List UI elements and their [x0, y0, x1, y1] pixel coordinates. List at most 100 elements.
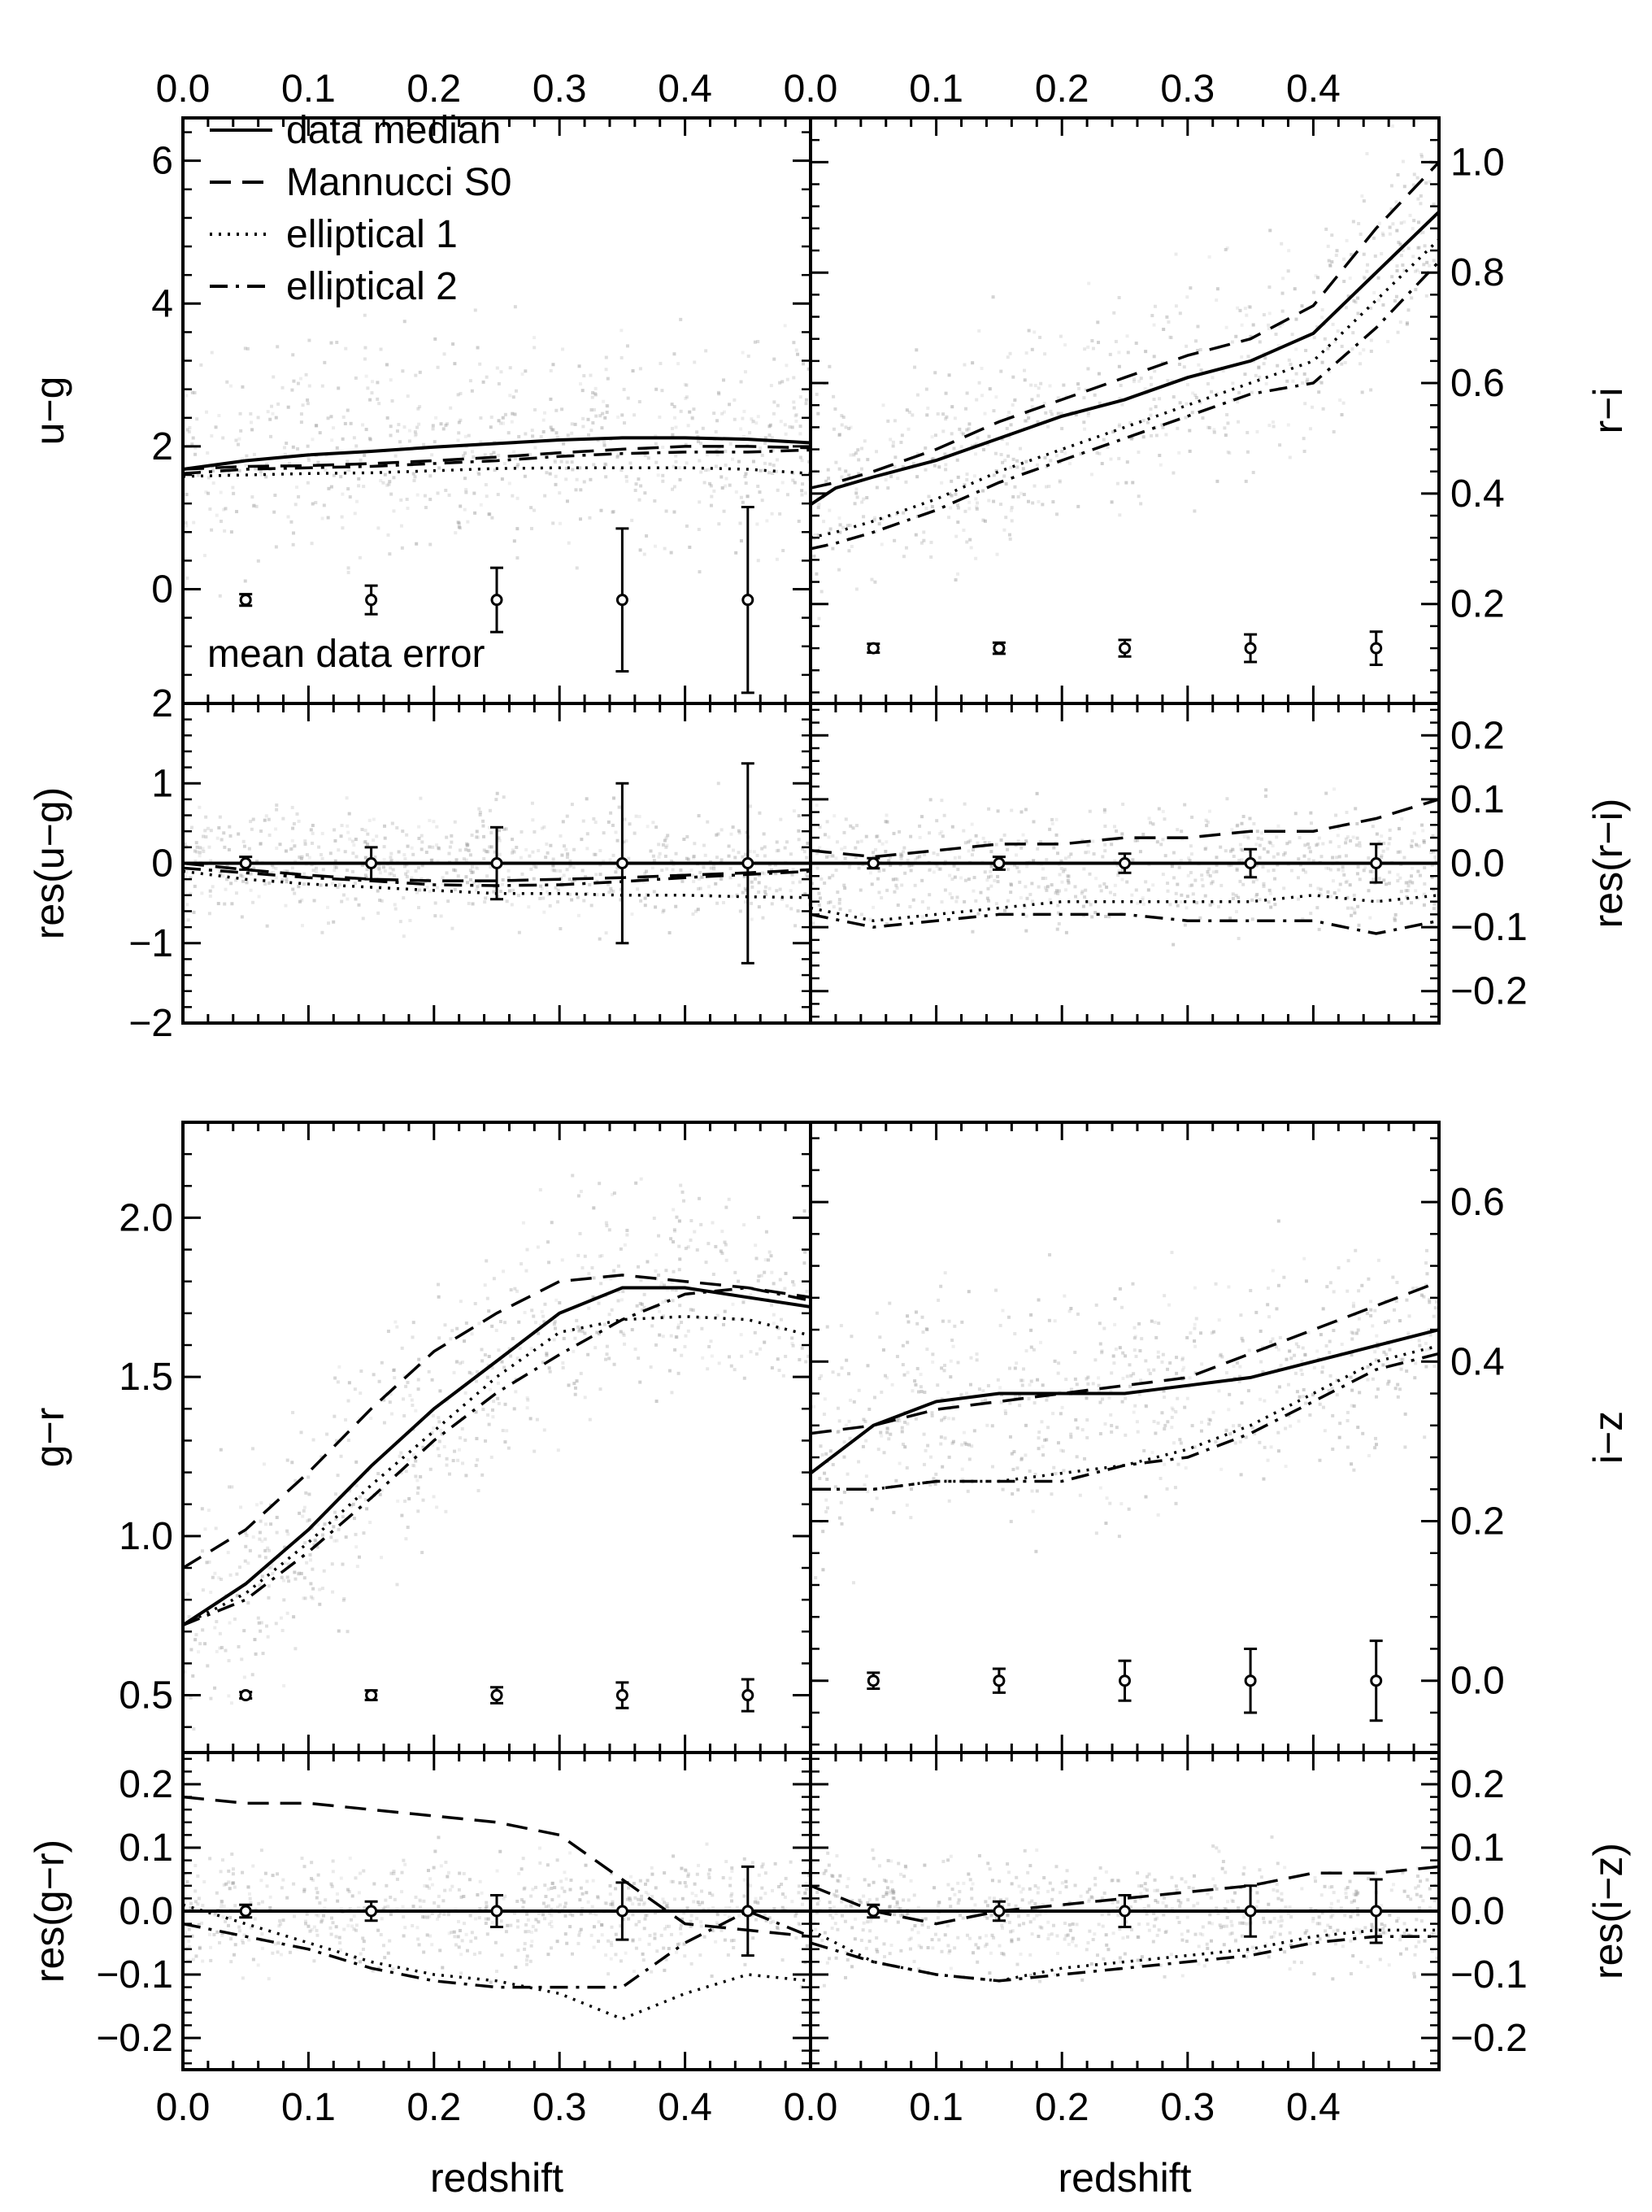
- series-dotted-line: [811, 238, 1439, 539]
- error-bar-point: [1119, 642, 1131, 655]
- legend-label: Mannucci S0: [286, 161, 511, 204]
- series-dotted-line: [183, 1315, 811, 1626]
- y-tick-label: −0.1: [1450, 1953, 1528, 1996]
- panel-frame: [809, 1121, 1441, 1754]
- error-bar-point: [239, 1689, 252, 1702]
- x-tick-label: 0.4: [1286, 2086, 1341, 2129]
- x-tick-label: 0.2: [406, 2086, 461, 2129]
- error-bar-point: [993, 1905, 1006, 1918]
- series-dashed-line: [811, 161, 1439, 490]
- error-bar-point: [993, 1674, 1006, 1687]
- panel-res_gr: −0.2 −0.1 0.0 0.1 0.2 res(g−r) 0.0 0.1 0.2 0.3 0.4…: [27, 1751, 812, 2201]
- legend-label: data median: [286, 109, 501, 152]
- error-bar: [1244, 847, 1258, 879]
- error-bar-point: [1119, 1905, 1131, 1918]
- density-cloud: [183, 305, 811, 598]
- error-bar: [364, 846, 378, 881]
- error-bar: [490, 825, 503, 901]
- error-bar-point: [365, 857, 378, 869]
- series-dotted-line: [811, 894, 1439, 922]
- error-bar: [741, 506, 754, 695]
- density-cloud: [812, 124, 1439, 620]
- y-tick-label: 1: [151, 762, 173, 805]
- x-tick-label-top: 0.1: [909, 67, 963, 111]
- series-dashed-line: [811, 1280, 1439, 1435]
- legend: data median Mannucci S0 elliptical 1 ellipt…: [210, 109, 511, 308]
- y-axis-label: res(i−z): [1585, 1843, 1631, 1979]
- series-dotted-line: [183, 466, 811, 478]
- y-tick-label: −1: [128, 922, 173, 965]
- y-tick-label: 2: [151, 425, 173, 468]
- y-tick-label: 0.6: [1450, 362, 1505, 405]
- error-bar-point: [993, 857, 1006, 869]
- error-bar: [1118, 1894, 1132, 1928]
- error-bar: [992, 856, 1006, 871]
- error-bar: [364, 1689, 378, 1702]
- x-tick-label-top: 0.2: [1035, 67, 1089, 111]
- x-tick-label-top: 0.0: [156, 67, 211, 111]
- error-bar: [992, 641, 1006, 655]
- series-dashdot-line: [811, 1935, 1439, 1983]
- density-cloud: [811, 787, 1439, 947]
- x-axis-label: redshift: [1059, 2155, 1192, 2201]
- error-bar: [992, 1900, 1006, 1922]
- y-tick-label: 6: [151, 140, 173, 183]
- error-bar: [1118, 1659, 1132, 1702]
- error-bar-point: [867, 1674, 880, 1687]
- error-bar: [615, 782, 629, 945]
- panel-iz: 0.0 0.2 0.4 0.6 i−z: [809, 1121, 1631, 1754]
- density-cloud: [183, 1173, 811, 1731]
- y-tick-label: −0.1: [1450, 906, 1528, 949]
- legend-label: elliptical 2: [286, 265, 458, 308]
- series-dashed-line: [811, 1865, 1439, 1926]
- error-bar: [741, 762, 754, 964]
- series-dashdot-line: [811, 1352, 1439, 1491]
- x-tick-label-top: 0.3: [1160, 67, 1215, 111]
- series-solid-line: [183, 436, 811, 471]
- error-bar: [1369, 1878, 1383, 1944]
- error-bar: [1369, 843, 1383, 884]
- panel-ug: 0 2 4 6 u−g 0.0 0.1 0.2 0.3 0.4: [27, 67, 812, 705]
- error-bar: [867, 642, 880, 655]
- y-tick-label: 4: [151, 282, 173, 325]
- y-tick-label: 1.0: [119, 1515, 173, 1558]
- y-axis-label: u−g: [27, 377, 72, 446]
- error-bar-point: [490, 594, 503, 607]
- x-tick-label-top: 0.4: [658, 67, 712, 111]
- x-tick-label: 0.1: [281, 2086, 336, 2129]
- error-bar-point: [867, 642, 880, 655]
- y-tick-label: 0.6: [1450, 1181, 1505, 1224]
- panel-gr: 0.5 1.0 1.5 2.0 g−r: [27, 1121, 812, 1754]
- y-tick-label: −2: [128, 1002, 173, 1045]
- error-bar: [364, 584, 378, 616]
- y-tick-label: 0.4: [1450, 472, 1505, 516]
- y-tick-label: 2: [151, 682, 173, 725]
- error-bar: [867, 856, 880, 870]
- y-tick-label: 0.2: [119, 1763, 173, 1806]
- x-tick-label: 0.3: [1160, 2086, 1215, 2129]
- y-tick-label: 0.0: [1450, 1660, 1505, 1703]
- y-tick-label: 0: [151, 843, 173, 886]
- error-bar-point: [1119, 1674, 1131, 1687]
- y-tick-label: −0.2: [1450, 970, 1528, 1013]
- error-bar-point: [1244, 1674, 1257, 1687]
- series-dashed-line: [183, 861, 811, 882]
- error-bar-point: [615, 594, 628, 607]
- error-bar-point: [1119, 857, 1131, 869]
- error-bar-point: [239, 594, 252, 607]
- y-tick-label: −0.1: [96, 1953, 173, 1996]
- y-tick-label: 1.0: [1450, 141, 1505, 184]
- error-bar: [615, 1681, 629, 1709]
- error-bar-point: [867, 857, 880, 869]
- error-bar: [239, 1689, 253, 1702]
- error-bar-point: [1244, 857, 1257, 869]
- y-tick-label: 0.1: [119, 1827, 173, 1870]
- error-bar: [615, 527, 629, 673]
- y-axis-label: i−z: [1585, 1411, 1631, 1464]
- error-bar-point: [365, 1689, 378, 1702]
- error-bar-point: [239, 857, 252, 869]
- series-dashdot-line: [183, 448, 811, 476]
- x-axis-label: redshift: [430, 2155, 563, 2201]
- error-bar: [490, 1894, 503, 1928]
